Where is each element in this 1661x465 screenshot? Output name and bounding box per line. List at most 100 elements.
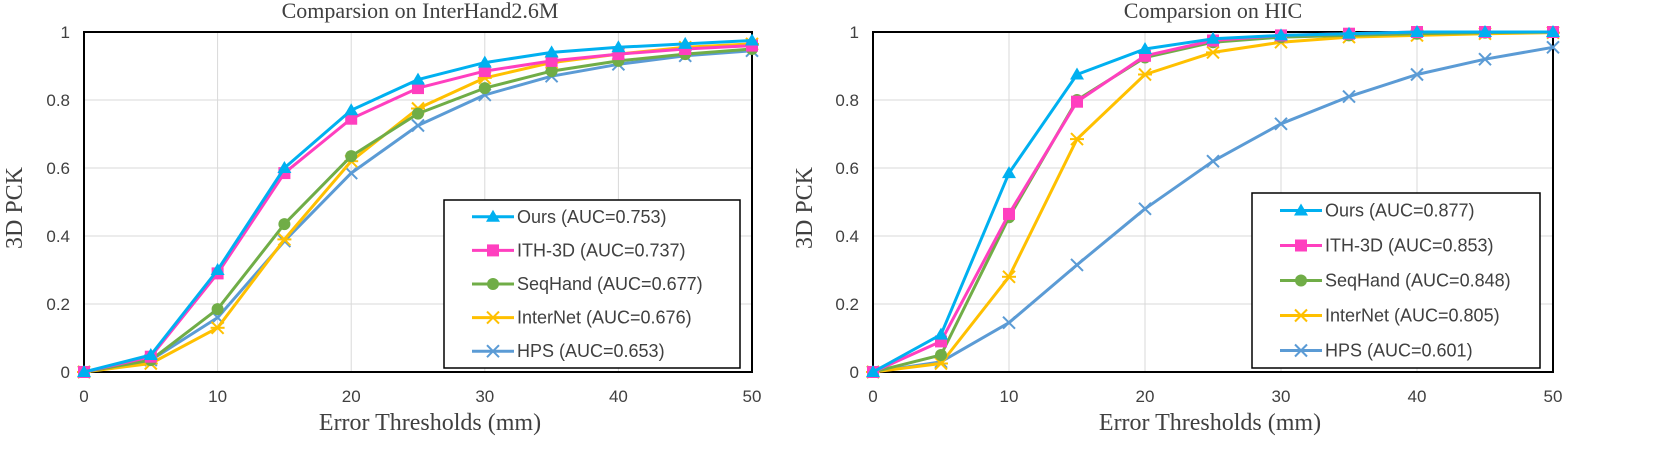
series-0 <box>77 33 759 377</box>
data-point <box>210 263 225 275</box>
data-point <box>412 82 424 95</box>
data-point-stroke <box>1070 258 1084 272</box>
data-point <box>934 356 948 371</box>
y-tick-label: 0.8 <box>835 91 859 110</box>
x-tick-label: 50 <box>743 387 762 406</box>
legend-entry: SeqHand (AUC=0.677) <box>472 274 703 294</box>
legend-label: HPS (AUC=0.601) <box>1325 341 1473 361</box>
plot-frame <box>83 31 753 373</box>
x-tick-label: 0 <box>868 387 877 406</box>
legend-marker <box>1295 239 1307 252</box>
legend-label: InterNet (AUC=0.676) <box>517 308 692 328</box>
x-tick-label: 10 <box>1000 387 1019 406</box>
data-point <box>1138 42 1152 54</box>
data-point-stroke <box>1546 40 1560 55</box>
data-point-stroke <box>1478 52 1492 66</box>
legend-entry: HPS (AUC=0.601) <box>1280 341 1473 361</box>
x-tick-label: 30 <box>1272 387 1291 406</box>
data-point-stroke <box>1138 202 1152 216</box>
legend-entry: Ours (AUC=0.877) <box>1280 201 1475 221</box>
legend-label: InterNet (AUC=0.805) <box>1325 306 1500 326</box>
data-point <box>211 303 224 316</box>
data-point <box>1070 132 1084 146</box>
data-point <box>1070 67 1084 80</box>
y-tick-label: 0.2 <box>46 295 70 314</box>
data-point <box>478 65 491 78</box>
data-point <box>1138 202 1152 216</box>
legend-marker-stroke <box>1294 343 1308 358</box>
data-point <box>1478 25 1492 37</box>
data-point <box>1002 166 1016 179</box>
data-point <box>411 118 425 133</box>
data-point-stroke <box>1002 315 1016 330</box>
x-tick-label: 20 <box>1136 387 1155 406</box>
x-tick-label: 20 <box>342 387 361 406</box>
data-point <box>678 36 693 49</box>
x-tick-label: 40 <box>609 387 628 406</box>
data-point <box>1206 31 1220 44</box>
data-point <box>345 150 358 163</box>
data-point <box>77 365 91 377</box>
legend-label: ITH-3D (AUC=0.737) <box>517 240 686 260</box>
legend-marker <box>486 344 500 358</box>
data-point <box>935 349 947 361</box>
data-point <box>1342 26 1356 39</box>
legend: Ours (AUC=0.877) ITH-3D (AUC=0.853) SeqHan… <box>1251 192 1541 369</box>
y-tick-label: 1 <box>61 23 70 42</box>
data-point <box>477 55 492 68</box>
data-point <box>344 166 358 180</box>
legend-label: ITH-3D (AUC=0.853) <box>1325 236 1494 256</box>
chart-title: Comparsion on HIC <box>1124 0 1302 23</box>
legend-marker <box>486 209 500 222</box>
y-tick-label: 0.6 <box>46 159 70 178</box>
x-tick-label: 0 <box>79 387 88 406</box>
data-point <box>1070 258 1084 272</box>
data-point-stroke <box>1206 154 1220 168</box>
data-point <box>478 82 491 95</box>
data-point <box>544 45 559 58</box>
y-tick-label: 0 <box>61 363 70 382</box>
y-axis-label: 3D PCK <box>2 166 28 249</box>
data-point <box>545 54 558 67</box>
data-point <box>143 348 158 360</box>
legend-marker <box>487 278 499 290</box>
data-point <box>611 40 626 53</box>
legend-label: SeqHand (AUC=0.848) <box>1325 271 1511 291</box>
y-tick-label: 0.4 <box>46 227 70 246</box>
data-point <box>1002 270 1016 284</box>
data-point <box>1003 207 1015 220</box>
data-point <box>345 112 358 125</box>
data-point <box>210 321 225 335</box>
data-point <box>866 365 880 377</box>
legend-label: Ours (AUC=0.877) <box>1325 201 1475 221</box>
data-point <box>934 327 948 340</box>
data-point <box>1206 154 1220 168</box>
data-point-stroke <box>344 166 358 180</box>
legend-label: Ours (AUC=0.753) <box>517 207 667 227</box>
data-point-stroke <box>210 310 225 325</box>
legend-marker <box>1294 203 1308 216</box>
data-point <box>745 33 759 46</box>
data-point <box>1138 67 1152 82</box>
data-point <box>412 107 424 120</box>
data-point <box>1410 25 1424 37</box>
chart-title: Comparsion on InterHand2.6M <box>282 0 559 23</box>
legend: Ours (AUC=0.753) ITH-3D (AUC=0.737) SeqHan… <box>443 199 741 369</box>
data-point <box>344 103 359 116</box>
y-tick-label: 0.2 <box>835 295 859 314</box>
data-point <box>1002 315 1016 330</box>
x-axis-label: Error Thresholds (mm) <box>1099 410 1321 436</box>
data-point-stroke <box>1410 67 1424 82</box>
series-0 <box>866 25 1560 377</box>
data-point <box>1546 25 1560 37</box>
y-tick-label: 1 <box>850 23 859 42</box>
y-tick-label: 0.8 <box>46 91 70 110</box>
x-tick-label: 30 <box>475 387 494 406</box>
legend-marker <box>486 310 500 325</box>
legend-marker <box>1294 343 1308 358</box>
data-point <box>1342 89 1356 104</box>
x-tick-label: 10 <box>208 387 227 406</box>
data-point <box>1478 52 1492 66</box>
